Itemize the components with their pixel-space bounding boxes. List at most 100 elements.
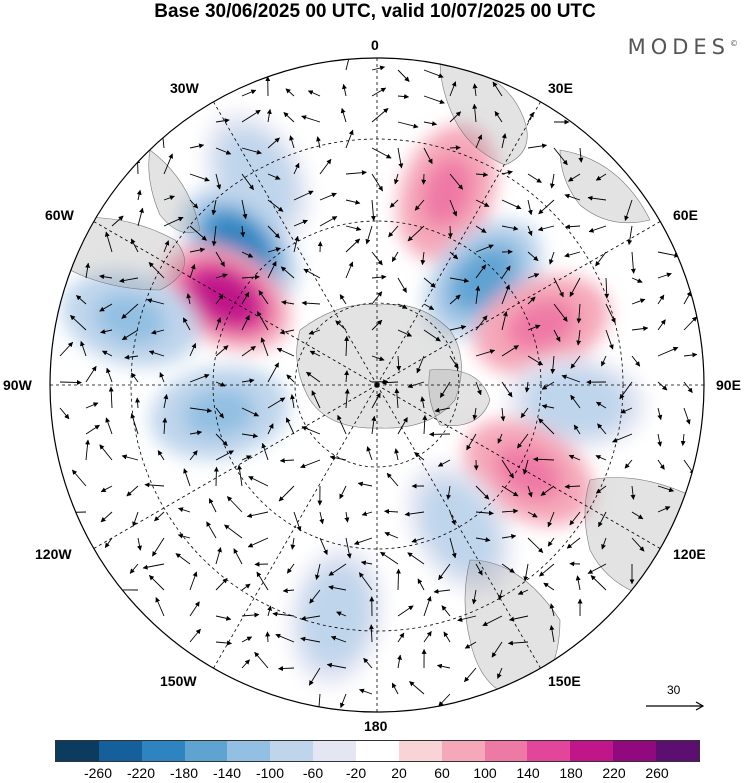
wind-vector [384,508,399,514]
wind-vector [397,147,404,169]
wind-vector [449,511,456,526]
wind-vector [497,433,503,444]
wind-vector [657,319,666,331]
wind-vector [527,273,540,279]
wind-vector [371,65,386,71]
wind-vector [501,563,515,573]
wind-vector [397,417,408,435]
wind-vector [501,311,508,331]
wind-vector [339,294,347,305]
wind-vector [189,247,206,253]
colorbar-segment [656,741,699,761]
wind-vector [605,303,616,324]
wind-vector [414,452,425,461]
wind-vector [407,225,425,242]
colorbar-tick: -60 [302,765,324,781]
wind-vector [541,404,555,409]
wind-vector [144,482,165,488]
wind-vector [437,459,451,467]
wind-vector [527,511,538,518]
wind-vector [407,381,425,389]
wind-vector [388,225,399,238]
wind-vector [533,456,555,462]
wind-vector [85,262,91,279]
wind-vector [449,111,462,123]
wind-vector [124,354,139,360]
wind-vector [100,329,113,334]
wind-vector [475,381,482,396]
wind-vector [561,374,581,383]
wind-vector [337,414,347,435]
wind-vector [256,571,269,591]
wind-vector [241,291,250,305]
wind-vector [267,605,272,617]
wind-vector [99,303,113,312]
wind-vector [497,589,503,601]
wind-vector [240,225,246,238]
wind-vector [547,537,555,547]
wind-vector [345,58,352,71]
wind-vector [371,147,392,159]
wind-vector [267,137,280,149]
wind-vector [211,225,217,247]
wind-vector [300,636,321,643]
wind-vector [293,162,300,175]
wind-vector [99,444,113,461]
wind-vector [163,240,170,253]
wind-vector [215,381,226,387]
wind-vector [449,294,461,305]
wind-vector [215,640,232,646]
lon-label-120e: 120E [673,546,706,562]
wind-vector [308,667,321,686]
wind-vector [423,69,444,78]
wind-vector [397,69,410,82]
colorbar-segment [441,741,485,761]
wind-vector [247,537,269,548]
meridian-line [376,384,661,549]
wind-vector [397,121,419,129]
wind-vector [371,355,385,362]
wind-vector [497,667,503,679]
wind-vector [241,89,257,97]
wind-vector [224,524,243,539]
wind-vector [285,88,295,97]
lon-label-90e: 90E [716,377,741,393]
wind-vector [106,367,113,383]
wind-vector [189,450,198,461]
lon-label-150w: 150W [160,673,197,689]
wind-vector [553,303,568,322]
wind-vector [501,381,513,398]
wind-vector [360,560,373,566]
wind-vector [126,485,139,497]
land-shape [148,149,201,234]
wind-vector [683,407,691,425]
wind-vector [371,319,383,331]
colorbar-segment [98,741,142,761]
wind-vector [475,349,496,357]
map-border [49,57,705,713]
wind-vector [241,612,260,618]
wind-vector [159,372,165,383]
wind-vector [394,388,400,409]
wind-vector [135,158,141,175]
wind-vector [657,346,679,357]
wind-vector [389,199,399,208]
wind-vector [501,133,507,149]
wind-vector [420,396,426,409]
wind-vector [342,83,347,97]
lon-label-120w: 120W [35,546,72,562]
wind-vector [136,189,142,201]
wind-vector [345,238,361,253]
wind-vector [163,153,173,175]
wind-vector [267,362,279,383]
anomaly-contour [442,507,477,549]
lon-label-30e: 30E [548,80,573,96]
wind-vector [501,508,519,514]
wind-vector [330,635,347,643]
colorbar-segment [398,741,442,761]
colorbar-segment [270,741,314,761]
wind-vector [538,418,555,435]
wind-vector [345,199,361,205]
wind-vector [657,407,663,421]
meridian-line [376,221,661,386]
